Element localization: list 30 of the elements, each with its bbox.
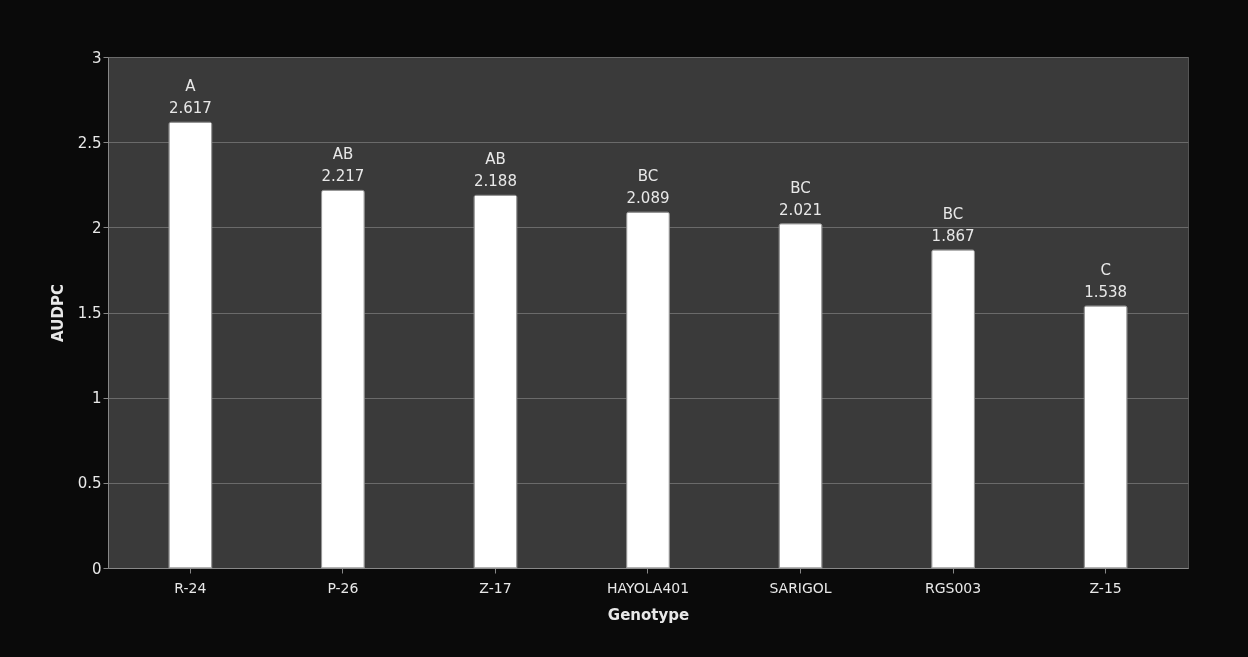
data-label: 2.089 — [626, 189, 670, 208]
annotation: AB — [485, 150, 506, 169]
annotation: A — [185, 77, 197, 96]
x-tick-label: Z-17 — [479, 579, 512, 596]
x-tick-label: HAYOLA401 — [606, 579, 690, 596]
data-label: 2.188 — [473, 172, 517, 191]
y-tick-label: 1 — [91, 389, 102, 408]
y-tick-label: 3 — [91, 48, 102, 67]
y-axis-title: AUDPC — [48, 284, 67, 342]
data-label: 1.538 — [1084, 283, 1128, 302]
x-tick-label: Z-15 — [1089, 579, 1122, 596]
y-tick-label: 2 — [91, 218, 102, 237]
x-tick-label: R-24 — [174, 579, 207, 596]
data-label: 2.021 — [779, 200, 823, 219]
annotation: C — [1100, 261, 1111, 280]
annotation: AB — [332, 145, 354, 164]
x-tick-label: SARIGOL — [769, 579, 832, 596]
y-tick-label: 1.5 — [77, 304, 102, 322]
annotation: BC — [942, 204, 964, 223]
annotation: BC — [790, 178, 811, 197]
y-tick-label: 0.5 — [77, 474, 102, 493]
x-tick-label: P-26 — [327, 579, 359, 596]
data-label: 2.617 — [168, 99, 212, 118]
x-tick-label: RGS003 — [924, 579, 982, 596]
y-tick-label: 2.5 — [77, 133, 102, 152]
data-label: 2.217 — [321, 167, 365, 186]
data-label: 1.867 — [931, 226, 975, 245]
x-axis-title: Genotype — [607, 605, 690, 624]
y-tick-label: 0 — [91, 559, 102, 578]
annotation: BC — [637, 167, 659, 186]
